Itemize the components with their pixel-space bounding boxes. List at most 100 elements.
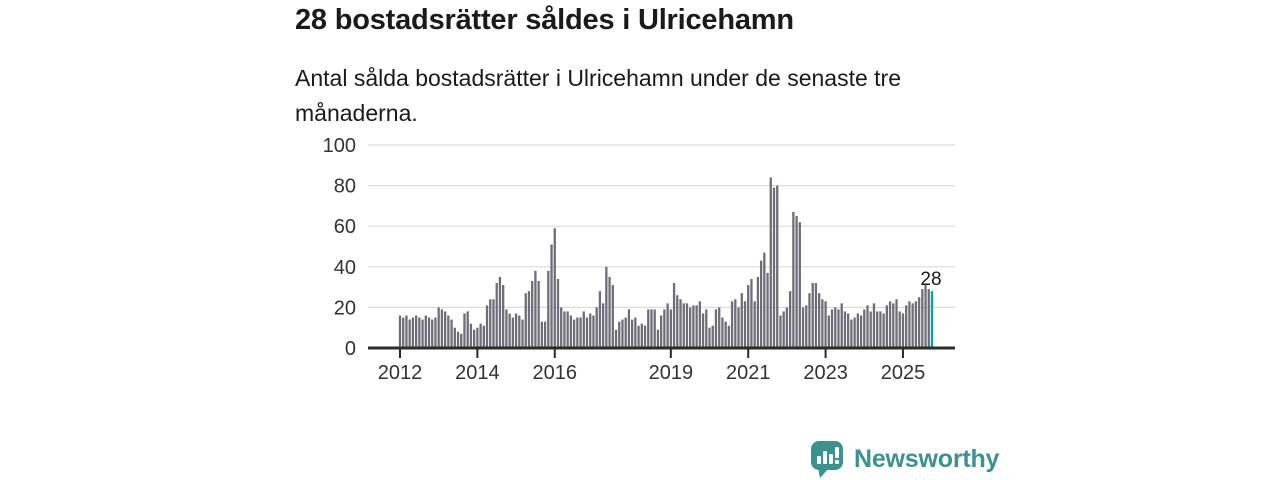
- y-axis-label: 0: [345, 338, 356, 360]
- chart-bar: [750, 278, 753, 348]
- chart-bar: [734, 299, 737, 348]
- chart-bar: [511, 317, 514, 348]
- chart-bar: [630, 319, 634, 348]
- chart-bar: [724, 321, 727, 348]
- logo-bar-small: [817, 456, 821, 464]
- chart-bar: [592, 315, 595, 348]
- chart-bar: [917, 297, 921, 348]
- logo-bar-tall: [823, 451, 827, 464]
- chart-bar: [640, 323, 643, 348]
- chart-bar: [898, 311, 901, 348]
- chart-bar: [605, 266, 608, 348]
- chart-bar: [779, 315, 782, 348]
- chart-bar: [431, 319, 434, 348]
- x-axis-label: 2021: [726, 362, 771, 384]
- chart-bar: [537, 281, 540, 348]
- chart-bar: [421, 319, 424, 348]
- chart-bar: [547, 270, 550, 348]
- chart-bar: [914, 301, 918, 348]
- chart-bar: [650, 309, 653, 348]
- chart-bar: [811, 283, 814, 348]
- chart-bar: [498, 276, 502, 348]
- chart-bar: [901, 313, 905, 348]
- bar-value-annotation: 28: [920, 269, 941, 290]
- chart-bar: [830, 309, 834, 348]
- chart-bar: [714, 309, 718, 348]
- chart-bar: [843, 311, 847, 348]
- newsworthy-logo-icon: [811, 441, 843, 478]
- chart-bar: [705, 309, 708, 348]
- chart-bar: [427, 317, 431, 348]
- chart-bar: [888, 301, 892, 348]
- chart-bar: [798, 222, 801, 348]
- chart-bar: [859, 315, 863, 348]
- chart-bar: [698, 301, 701, 348]
- chart-bar: [850, 319, 853, 348]
- chart-bar: [740, 293, 743, 348]
- x-axis-label: 2012: [378, 362, 423, 384]
- chart-bar: [692, 305, 695, 348]
- chart-bar: [753, 301, 756, 348]
- chart-bar: [405, 315, 408, 348]
- chart-bar: [621, 319, 624, 348]
- chart-bar: [579, 317, 582, 348]
- chart-bar: [611, 285, 614, 348]
- chart-bar: [618, 321, 621, 348]
- chart-bar: [656, 329, 660, 348]
- chart-bar: [908, 301, 911, 348]
- chart-bar: [424, 315, 427, 348]
- chart-bar: [927, 289, 930, 348]
- chart-bar: [682, 303, 685, 348]
- chart-bar: [598, 291, 602, 348]
- chart-bar: [872, 303, 876, 348]
- chart-bar: [495, 283, 498, 348]
- chart-bar: [695, 305, 698, 348]
- x-axis-label: 2023: [803, 362, 848, 384]
- chart-bar: [550, 244, 553, 348]
- chart-bar: [721, 317, 724, 348]
- chart-bar: [514, 313, 518, 348]
- chart-bar: [624, 317, 627, 348]
- chart-bar: [892, 303, 895, 348]
- chart-bar: [585, 317, 589, 348]
- chart-bar: [672, 283, 676, 348]
- chart-bar: [634, 317, 637, 348]
- chart-bar: [456, 331, 460, 348]
- chart-bar: [402, 317, 405, 348]
- chart-bar: [476, 327, 479, 348]
- chart-bar: [411, 317, 415, 348]
- chart-bar: [434, 317, 437, 348]
- chart-bar: [676, 295, 679, 348]
- chart-bar: [560, 307, 563, 348]
- chart-bar: [556, 278, 560, 348]
- chart-bar: [443, 311, 447, 348]
- chart-bar: [876, 311, 879, 348]
- chart-bar: [414, 315, 418, 348]
- chart-bar: [847, 313, 850, 348]
- x-axis-label: 2014: [455, 362, 500, 384]
- chart-bar: [785, 307, 789, 348]
- chart-bar: [905, 305, 908, 348]
- chart-bar: [737, 307, 740, 348]
- chart-bar: [834, 307, 837, 348]
- chart-bar: [882, 313, 885, 348]
- chart-bar: [747, 285, 750, 348]
- chart-bar: [669, 309, 672, 348]
- chart-bar: [466, 311, 469, 348]
- chart-bar: [418, 317, 421, 348]
- chart-bar: [795, 216, 798, 348]
- logo-bar-medium: [829, 454, 833, 464]
- chart-bar: [818, 293, 821, 348]
- chart-bar: [756, 276, 760, 348]
- chart-bar: [569, 315, 573, 348]
- chart-bar: [527, 291, 531, 348]
- chart-bar: [840, 303, 843, 348]
- chart-bar: [711, 325, 714, 348]
- chart-bar: [482, 325, 485, 348]
- chart-bar: [837, 309, 840, 348]
- chart-bar: [531, 281, 534, 348]
- chart-bar: [479, 323, 482, 348]
- chart-subtitle: Antal sålda bostadsrätter i Ulricehamn u…: [295, 65, 901, 126]
- chart-bar: [563, 311, 566, 348]
